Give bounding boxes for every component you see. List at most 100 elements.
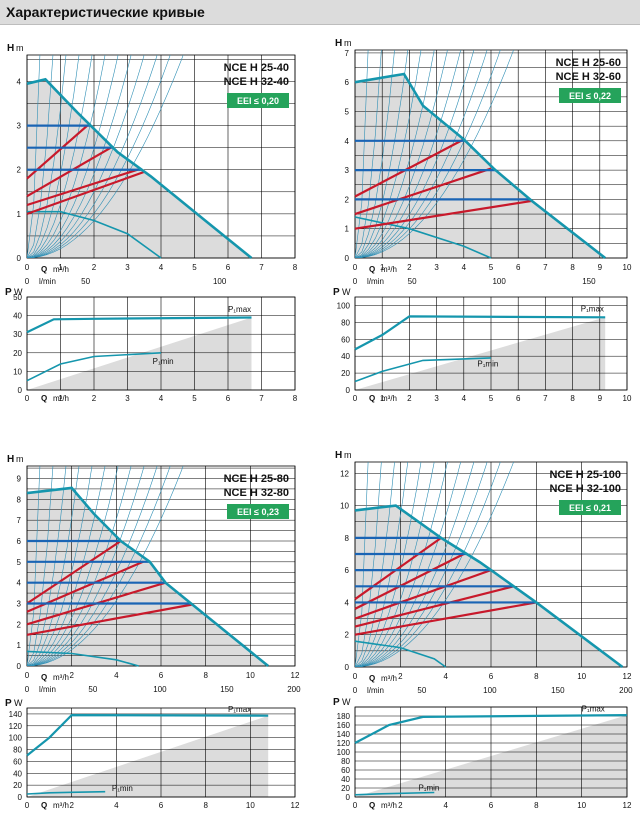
q-unit: m³/h	[381, 265, 397, 274]
q-unit: m³/h	[381, 801, 397, 810]
operating-area	[355, 74, 606, 258]
l-unit: l/min	[39, 685, 56, 694]
power-area	[355, 317, 606, 390]
system-curve	[27, 466, 171, 666]
y-tick-label: 20	[13, 349, 22, 358]
x-tick-label: 5	[192, 394, 197, 403]
system-curve	[27, 55, 132, 258]
x-tick-label: 1	[58, 263, 63, 272]
x-tick-label: 6	[226, 263, 231, 272]
x-tick-label: 0	[25, 394, 30, 403]
x-tick-label: 10	[623, 394, 632, 403]
eei-label: EEI ≤ 0,23	[237, 507, 279, 517]
system-curve	[355, 462, 435, 667]
page-title: Характеристические кривые	[6, 4, 205, 20]
y-tick-label: 9	[17, 475, 22, 484]
x-tick-label: 6	[226, 394, 231, 403]
system-curve	[27, 466, 119, 666]
model-name: NCE H 25-60	[556, 57, 621, 69]
h-unit: m	[16, 454, 24, 464]
y-tick-label: 0	[18, 386, 23, 395]
h-label: H	[335, 450, 342, 461]
pmin-label: P₁min	[418, 783, 439, 792]
system-curve	[27, 55, 158, 258]
p-label: P	[5, 287, 12, 298]
x-tick-label: 8	[293, 263, 298, 272]
y-tick-label: 1	[345, 225, 350, 234]
y-tick-label: 180	[337, 712, 351, 721]
x-tick-label: 5	[192, 263, 197, 272]
system-curve	[27, 466, 132, 666]
header-bar: Характеристические кривые	[0, 0, 640, 25]
y-tick-label: 0	[345, 663, 350, 672]
q-unit: m³/h	[381, 674, 397, 683]
x-tick-label: 2	[407, 394, 412, 403]
pmax-label: P₁max	[581, 304, 604, 313]
x-tick-label: 2	[92, 263, 97, 272]
pmin-curve	[354, 791, 435, 796]
plot-frame	[26, 465, 296, 667]
plot-frame	[354, 296, 628, 391]
x-tick-label: 8	[203, 671, 208, 680]
system-curve	[355, 50, 488, 258]
x-tick-label: 4	[462, 394, 467, 403]
q-unit: m³/h	[53, 394, 69, 403]
p-unit: W	[342, 287, 351, 297]
y-tick-label: 140	[337, 730, 351, 739]
y-tick-label: 20	[341, 784, 350, 793]
x-tick-label: 0	[25, 801, 30, 810]
power-area	[27, 715, 269, 797]
x-tick-label: 9	[598, 263, 603, 272]
y-tick-label: 30	[13, 330, 22, 339]
y-tick-label: 0	[345, 254, 350, 263]
y-tick-label: 10	[340, 502, 349, 511]
l-tick-label: 150	[220, 685, 234, 694]
pmin-curve	[26, 352, 162, 382]
x-tick-label: 2	[69, 671, 74, 680]
x-tick-label: 7	[543, 263, 548, 272]
x-tick-label: 4	[159, 263, 164, 272]
x-tick-label: 4	[443, 801, 448, 810]
system-curve	[355, 50, 461, 258]
plot-frame	[354, 706, 628, 798]
h-label: H	[335, 38, 342, 49]
pmax-label: P₁max	[228, 705, 251, 714]
system-curve	[355, 50, 475, 258]
l-tick-label: 0	[353, 277, 358, 286]
x-tick-label: 0	[353, 801, 358, 810]
l-tick-label: 100	[153, 685, 167, 694]
x-tick-label: 8	[534, 801, 539, 810]
y-tick-label: 0	[17, 254, 22, 263]
q-unit: m³/h	[381, 394, 397, 403]
h-unit: m	[344, 38, 352, 48]
x-tick-label: 0	[25, 263, 30, 272]
x-tick-label: 2	[69, 801, 74, 810]
eei-label: EEI ≤ 0,22	[569, 91, 611, 101]
y-tick-label: 0	[17, 662, 22, 671]
q-label: Q	[369, 394, 375, 403]
h-label: H	[7, 43, 14, 54]
y-tick-label: 2	[17, 166, 22, 175]
h-unit: m	[16, 43, 24, 53]
l-tick-label: 100	[213, 277, 227, 286]
x-tick-label: 4	[114, 801, 119, 810]
l-unit: l/min	[367, 277, 384, 286]
proportional-pressure-line	[26, 146, 112, 198]
x-tick-label: 10	[246, 801, 255, 810]
y-tick-label: 60	[341, 335, 350, 344]
system-curve	[27, 466, 145, 666]
pmin-label: P₁min	[112, 784, 133, 793]
system-curve	[27, 55, 171, 258]
x-tick-label: 7	[259, 394, 264, 403]
h-label: H	[7, 454, 14, 465]
l-tick-label: 200	[619, 686, 633, 695]
eei-badge	[227, 93, 289, 108]
x-tick-label: 8	[570, 394, 575, 403]
q-label: Q	[41, 673, 47, 682]
y-tick-label: 3	[345, 166, 350, 175]
